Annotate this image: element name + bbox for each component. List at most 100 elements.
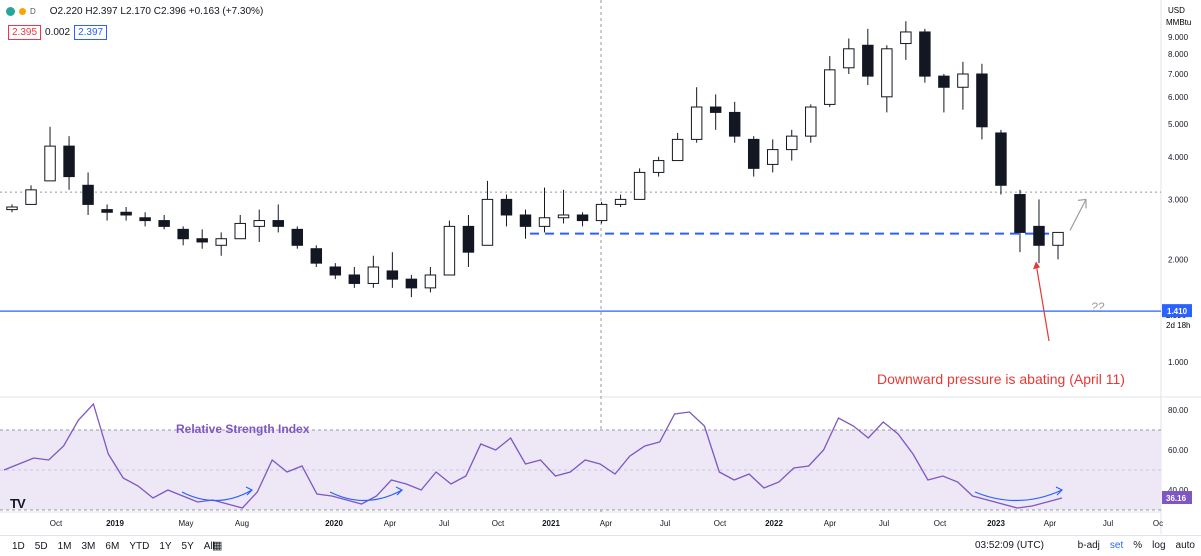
axes: USD MMBtu 2.396 2d 18h 9.0008.0007.0006.… [50,6,1192,528]
divergence-arc [329,489,403,502]
candle-body [386,270,399,280]
time-tick-label: 2020 [325,519,343,528]
price-axis-unit: MMBtu [1166,18,1191,27]
divergence-arrowhead [395,486,404,496]
candle-body [900,31,912,45]
log-toggle[interactable]: log [1152,540,1166,551]
time-tick-label: Jul [1103,519,1113,528]
candle-body [824,69,836,105]
range-buttons: 1D 5D 1M 3M 6M YTD 1Y 5Y All [0,541,215,552]
range-button-ytd[interactable]: YTD [129,540,150,552]
candle-body [938,75,950,88]
candle-body [862,44,874,77]
projection-arrow [1069,199,1087,231]
time-tick-label: Oc [1153,519,1163,528]
time-tick-label: 2022 [765,519,783,528]
candle-body [595,203,608,222]
time-tick-label: Apr [384,519,397,528]
candle-body [786,135,798,151]
ohlc-values: O2.220 H2.397 L2.170 C2.396 +0.163 (+7.3… [49,6,264,17]
price-tick-label: 3.000 [1168,195,1189,204]
price-tick-label: 4.000 [1168,153,1189,162]
candle-body [843,48,855,69]
range-button-3m[interactable]: 3M [81,540,96,552]
rsi-line [3,402,1063,509]
price-tick-label: 8.000 [1168,50,1189,59]
badj-toggle[interactable]: b-adj [1077,540,1100,551]
range-button-1y[interactable]: 1Y [159,540,172,552]
candle-body [44,145,56,182]
countdown-text: 2d 18h [1166,321,1190,330]
range-button-1d[interactable]: 1D [12,540,25,552]
candle-body [101,209,113,213]
range-button-5y[interactable]: 5Y [181,540,194,552]
time-tick-label: Apr [600,519,613,528]
candle-body [25,189,37,205]
scale-toggles: b-adj set % log auto [1078,540,1195,551]
time-tick-label: Jul [879,519,889,528]
percent-toggle[interactable]: % [1133,540,1143,551]
buy-button[interactable]: 2.397 [74,25,108,40]
candle-body [557,214,570,219]
candle-body [329,266,342,276]
candle-body [234,222,246,240]
range-button-5d[interactable]: 5D [34,540,48,552]
range-button-6m[interactable]: 6M [105,540,120,552]
tradingview-logo[interactable]: TV [10,496,26,511]
candle-body [443,225,456,276]
candle-body [120,211,132,216]
candle-body [158,220,170,227]
price-axis-currency: USD [1168,6,1185,15]
candlestick-series [6,21,1064,298]
candle-body [976,73,988,128]
bottom-toolbar: 1D 5D 1M 3M 6M YTD 1Y 5Y All ▦ 03:52:09 (UTC) b-… [0,535,1201,556]
rsi-value-tag-text: 36.16 [1166,494,1187,503]
candle-body [82,184,94,205]
time-tick-label: Oct [934,519,947,528]
time-tick-label: Oct [50,519,63,528]
time-tick-label: Aug [235,519,249,528]
rsi-tick-label: 80.00 [1168,406,1189,415]
clock-readout[interactable]: 03:52:09 (UTC) [975,540,1044,551]
candle-body [481,198,494,246]
candle-body [805,106,817,137]
candle-body [291,228,304,246]
candle-body [1052,231,1064,246]
candle-body [196,238,208,243]
reference-lines [0,191,1161,342]
candle-body [766,149,779,165]
range-button-1m[interactable]: 1M [57,540,72,552]
sell-button[interactable]: 2.395 [8,25,42,40]
price-tick-label: 5.000 [1168,120,1189,129]
divergence-arc [181,489,253,502]
candle-body [538,217,551,227]
rsi-value-tag [1162,491,1192,504]
projection-arrowhead [1077,198,1087,209]
candle-body [177,228,189,240]
support-price-tag [1162,304,1192,318]
candle-body [215,238,227,246]
range-button-all[interactable]: All [203,540,215,552]
candle-body [957,73,969,88]
price-tick-label: 9.000 [1168,33,1189,42]
candle-body [6,206,18,211]
status-orange-icon [19,8,26,15]
time-tick-label: Jul [439,519,449,528]
calendar-icon[interactable]: ▦ [212,540,223,552]
divergence-arrowhead [1055,486,1064,496]
price-tick-label: 7.000 [1168,70,1189,79]
set-toggle[interactable]: set [1109,540,1124,551]
time-tick-label: 2019 [106,519,124,528]
candle-body [614,198,627,205]
candle-body [1014,194,1026,233]
interval-label: D [30,7,36,16]
auto-toggle[interactable]: auto [1175,540,1195,551]
rsi-tick-label: 40.00 [1168,486,1189,495]
candle-body [367,266,380,284]
pressure-annotation: Downward pressure is abating (April 11) [877,371,1125,387]
candle-body [633,171,646,200]
candle-body [310,248,323,264]
price-tick-label: 1.000 [1168,358,1189,367]
